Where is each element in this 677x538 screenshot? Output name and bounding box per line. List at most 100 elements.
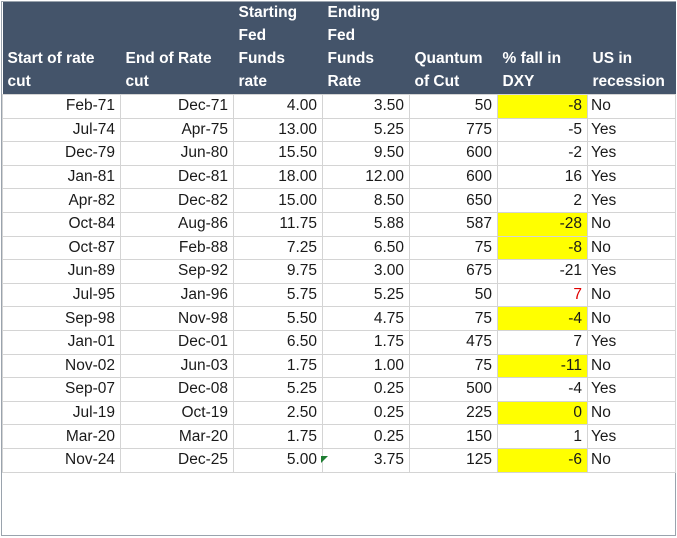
header-cell[interactable]: cut — [120, 71, 234, 95]
recession-cell[interactable]: Yes — [587, 259, 676, 284]
starting-rate-cell[interactable]: 1.75 — [233, 424, 323, 449]
end-date-cell[interactable]: Jun-80 — [120, 141, 234, 166]
header-cell[interactable]: End of Rate — [120, 48, 234, 71]
starting-rate-cell[interactable]: 6.50 — [233, 329, 323, 355]
dxy-fall-cell[interactable]: -8 — [497, 235, 588, 261]
start-date-cell[interactable]: Sep-98 — [2, 306, 121, 331]
end-date-cell[interactable]: Jun-03 — [120, 353, 234, 379]
dxy-fall-cell[interactable]: -4 — [497, 377, 588, 402]
recession-cell[interactable]: No — [587, 400, 676, 426]
dxy-fall-cell[interactable]: -11 — [497, 353, 588, 379]
starting-rate-cell[interactable]: 18.00 — [233, 164, 323, 190]
header-cell[interactable]: Fed — [233, 25, 323, 48]
header-cell[interactable]: rate — [233, 71, 323, 95]
ending-rate-cell[interactable]: 5.25 — [322, 117, 410, 143]
ending-rate-cell[interactable]: 4.75 — [322, 306, 410, 331]
starting-rate-cell[interactable]: 5.50 — [233, 306, 323, 331]
start-date-cell[interactable]: Feb-71 — [2, 94, 121, 119]
header-cell[interactable] — [587, 25, 676, 48]
recession-cell[interactable]: No — [587, 447, 676, 473]
header-cell[interactable] — [587, 2, 676, 25]
starting-rate-cell[interactable]: 13.00 — [233, 117, 323, 143]
end-date-cell[interactable]: Dec-81 — [120, 164, 234, 190]
start-date-cell[interactable]: Jul-95 — [2, 282, 121, 308]
header-cell[interactable] — [497, 2, 588, 25]
recession-cell[interactable]: Yes — [587, 141, 676, 166]
starting-rate-cell[interactable]: 4.00 — [233, 94, 323, 119]
ending-rate-cell[interactable]: 5.88 — [322, 211, 410, 237]
header-cell[interactable]: Start of rate — [2, 48, 121, 71]
start-date-cell[interactable]: Sep-07 — [2, 377, 121, 402]
start-date-cell[interactable]: Oct-87 — [2, 235, 121, 261]
start-date-cell[interactable]: Jul-74 — [2, 117, 121, 143]
header-cell[interactable]: Quantum — [409, 48, 498, 71]
dxy-fall-cell[interactable]: -6 — [497, 447, 588, 473]
header-cell[interactable]: Rate — [322, 71, 410, 95]
end-date-cell[interactable]: Jan-96 — [120, 282, 234, 308]
header-cell[interactable]: % fall in — [497, 48, 588, 71]
starting-rate-cell[interactable]: 15.00 — [233, 188, 323, 213]
end-date-cell[interactable]: Aug-86 — [120, 211, 234, 237]
ending-rate-cell[interactable]: 1.75 — [322, 329, 410, 355]
comment-indicator[interactable] — [321, 456, 328, 463]
ending-rate-cell[interactable]: 12.00 — [322, 164, 410, 190]
quantum-cell[interactable]: 600 — [409, 141, 498, 166]
quantum-cell[interactable]: 775 — [409, 117, 498, 143]
quantum-cell[interactable]: 75 — [409, 235, 498, 261]
ending-rate-cell[interactable]: 0.25 — [322, 424, 410, 449]
quantum-cell[interactable]: 150 — [409, 424, 498, 449]
header-cell[interactable] — [2, 2, 121, 25]
recession-cell[interactable]: Yes — [587, 117, 676, 143]
recession-cell[interactable]: No — [587, 94, 676, 119]
dxy-fall-cell[interactable]: -2 — [497, 141, 588, 166]
start-date-cell[interactable]: Mar-20 — [2, 424, 121, 449]
recession-cell[interactable]: No — [587, 282, 676, 308]
dxy-fall-cell[interactable]: 7 — [497, 329, 588, 355]
end-date-cell[interactable]: Mar-20 — [120, 424, 234, 449]
start-date-cell[interactable]: Nov-02 — [2, 353, 121, 379]
end-date-cell[interactable]: Dec-01 — [120, 329, 234, 355]
starting-rate-cell[interactable]: 1.75 — [233, 353, 323, 379]
recession-cell[interactable]: Yes — [587, 188, 676, 213]
quantum-cell[interactable]: 75 — [409, 306, 498, 331]
starting-rate-cell[interactable]: 9.75 — [233, 259, 323, 284]
header-cell[interactable]: Funds — [322, 48, 410, 71]
start-date-cell[interactable]: Oct-84 — [2, 211, 121, 237]
end-date-cell[interactable]: Feb-88 — [120, 235, 234, 261]
header-cell[interactable]: cut — [2, 71, 121, 95]
starting-rate-cell[interactable]: 5.75 — [233, 282, 323, 308]
ending-rate-cell[interactable]: 3.75 — [322, 447, 410, 473]
header-cell[interactable] — [2, 25, 121, 48]
quantum-cell[interactable]: 650 — [409, 188, 498, 213]
dxy-fall-cell[interactable]: -8 — [497, 94, 588, 119]
end-date-cell[interactable]: Apr-75 — [120, 117, 234, 143]
dxy-fall-cell[interactable]: 1 — [497, 424, 588, 449]
end-date-cell[interactable]: Oct-19 — [120, 400, 234, 426]
end-date-cell[interactable]: Dec-25 — [120, 447, 234, 473]
header-cell[interactable] — [497, 25, 588, 48]
recession-cell[interactable]: Yes — [587, 329, 676, 355]
start-date-cell[interactable]: Jan-01 — [2, 329, 121, 355]
quantum-cell[interactable]: 125 — [409, 447, 498, 473]
quantum-cell[interactable]: 600 — [409, 164, 498, 190]
ending-rate-cell[interactable]: 3.50 — [322, 94, 410, 119]
header-cell[interactable] — [120, 25, 234, 48]
quantum-cell[interactable]: 225 — [409, 400, 498, 426]
start-date-cell[interactable]: Dec-79 — [2, 141, 121, 166]
end-date-cell[interactable]: Sep-92 — [120, 259, 234, 284]
quantum-cell[interactable]: 500 — [409, 377, 498, 402]
recession-cell[interactable]: Yes — [587, 377, 676, 402]
ending-rate-cell[interactable]: 9.50 — [322, 141, 410, 166]
end-date-cell[interactable]: Nov-98 — [120, 306, 234, 331]
dxy-fall-cell[interactable]: 0 — [497, 400, 588, 426]
ending-rate-cell[interactable]: 0.25 — [322, 400, 410, 426]
header-cell[interactable]: Funds — [233, 48, 323, 71]
dxy-fall-cell[interactable]: -4 — [497, 306, 588, 331]
dxy-fall-cell[interactable]: 7 — [497, 282, 588, 308]
start-date-cell[interactable]: Jan-81 — [2, 164, 121, 190]
quantum-cell[interactable]: 75 — [409, 353, 498, 379]
header-cell[interactable]: DXY — [497, 71, 588, 95]
dxy-fall-cell[interactable]: -28 — [497, 211, 588, 237]
end-date-cell[interactable]: Dec-08 — [120, 377, 234, 402]
header-cell[interactable]: of Cut — [409, 71, 498, 95]
